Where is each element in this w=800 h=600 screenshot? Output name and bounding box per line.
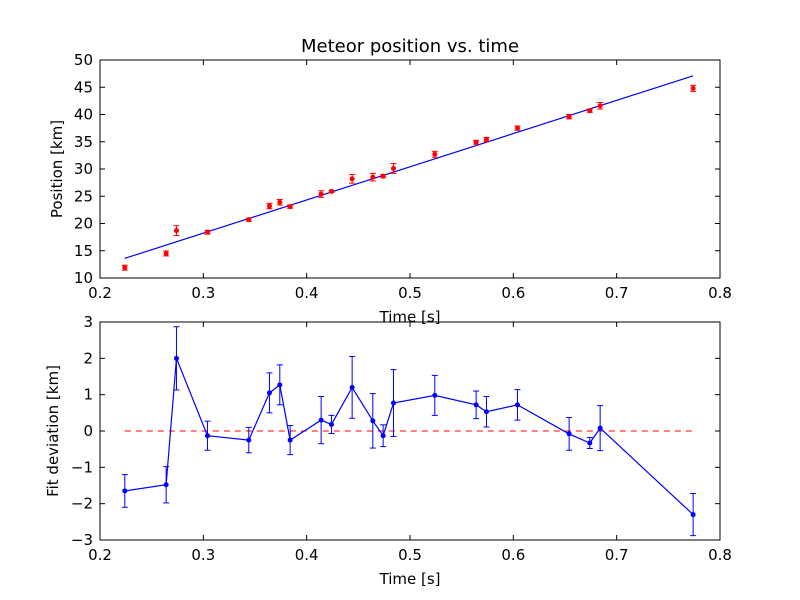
data-point (473, 402, 479, 408)
deviation-plot-x-ticks: 0.2 0.3 0.4 0.5 0.6 0.7 0.8 (88, 322, 732, 564)
x-tick-label: 0.7 (605, 546, 629, 564)
x-tick-label: 0.7 (605, 284, 629, 302)
data-point (432, 151, 438, 157)
data-point (380, 173, 386, 179)
x-tick-label: 0.6 (501, 284, 525, 302)
y-tick-label: −2 (71, 495, 93, 513)
data-point (690, 512, 696, 518)
deviation-plot-x-label: Time [s] (379, 570, 441, 588)
y-tick-label: 1 (83, 386, 93, 404)
data-point (390, 400, 396, 406)
data-point (597, 425, 603, 431)
x-tick-label: 0.8 (708, 546, 732, 564)
y-tick-label: 2 (83, 349, 93, 367)
position-plot-marks (121, 75, 697, 271)
fit-line (124, 75, 694, 259)
x-tick-label: 0.3 (191, 284, 215, 302)
x-tick-label: 0.5 (398, 546, 422, 564)
y-tick-label: 20 (74, 215, 93, 233)
y-tick-label: −1 (71, 458, 93, 476)
data-point (328, 188, 334, 194)
data-point (380, 433, 386, 439)
data-point (483, 409, 489, 415)
position-plot-x-ticks: 0.2 0.3 0.4 0.5 0.6 0.7 0.8 (88, 60, 732, 302)
y-tick-label: 30 (74, 160, 93, 178)
data-point (173, 228, 179, 234)
data-point (277, 382, 283, 388)
position-plot-y-label: Position [km] (48, 120, 66, 218)
data-point (204, 229, 210, 235)
y-tick-label: 50 (74, 51, 93, 69)
data-point (432, 392, 438, 398)
data-point (318, 191, 324, 197)
y-tick-label: 25 (74, 187, 93, 205)
data-point (122, 488, 128, 494)
x-tick-label: 0.8 (708, 284, 732, 302)
deviation-plot: 0.2 0.3 0.4 0.5 0.6 0.7 0.8 −3 −2 −1 0 1 2 3 Time [s… (44, 313, 732, 588)
data-point (349, 384, 355, 390)
deviation-plot-marks (121, 326, 697, 537)
data-point (514, 125, 520, 131)
data-point (122, 265, 128, 271)
data-point (597, 103, 603, 109)
data-point (390, 165, 396, 171)
x-tick-label: 0.4 (295, 546, 319, 564)
data-point (163, 250, 169, 256)
position-plot: Meteor position vs. time 0.2 0.3 0.4 0.5 0.6… (48, 36, 732, 326)
data-point (287, 204, 293, 210)
y-tick-label: 15 (74, 242, 93, 260)
deviation-plot-y-label: Fit deviation [km] (44, 365, 62, 497)
data-point (370, 418, 376, 424)
x-tick-label: 0.3 (191, 546, 215, 564)
y-tick-label: 3 (83, 313, 93, 331)
data-point (246, 437, 252, 443)
data-point (246, 217, 252, 223)
data-point (514, 402, 520, 408)
deviation-plot-y-ticks: −3 −2 −1 0 1 2 3 (71, 313, 720, 549)
x-tick-label: 0.2 (88, 546, 112, 564)
data-point (266, 390, 272, 396)
data-point (266, 203, 272, 209)
y-tick-label: −3 (71, 531, 93, 549)
x-tick-label: 0.5 (398, 284, 422, 302)
data-point (473, 139, 479, 145)
x-tick-label: 0.4 (295, 284, 319, 302)
data-point (483, 137, 489, 143)
data-point (287, 437, 293, 443)
position-plot-y-ticks: 10 15 20 25 30 35 40 45 50 (74, 51, 720, 287)
data-point (277, 199, 283, 205)
x-tick-label: 0.2 (88, 284, 112, 302)
data-point (204, 433, 210, 439)
y-tick-label: 35 (74, 133, 93, 151)
data-point (587, 440, 593, 446)
data-point (566, 431, 572, 437)
data-point (690, 85, 696, 91)
position-plot-frame (99, 59, 721, 279)
data-point (349, 176, 355, 182)
y-tick-label: 10 (74, 269, 93, 287)
data-point (328, 421, 334, 427)
y-tick-label: 40 (74, 106, 93, 124)
chart-title: Meteor position vs. time (301, 36, 519, 57)
data-point (173, 355, 179, 361)
data-point (566, 114, 572, 120)
y-tick-label: 45 (74, 78, 93, 96)
data-point (163, 482, 169, 488)
data-point (370, 174, 376, 180)
deviation-line (124, 358, 694, 516)
data-point (587, 108, 593, 114)
y-tick-label: 0 (83, 422, 93, 440)
data-point (318, 417, 324, 423)
x-tick-label: 0.6 (501, 546, 525, 564)
